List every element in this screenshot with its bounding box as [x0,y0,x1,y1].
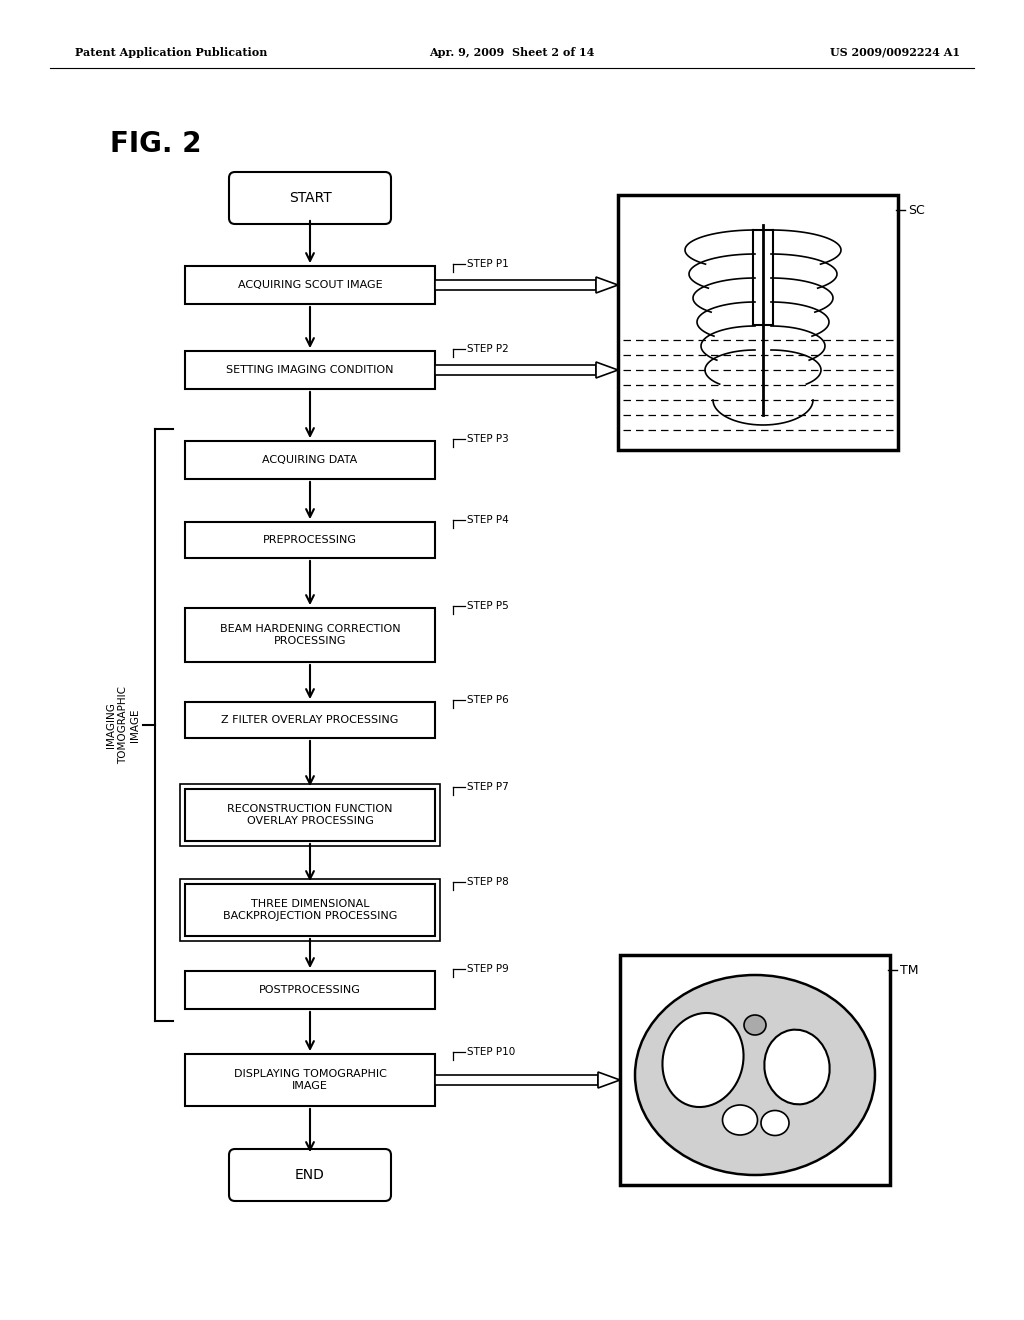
Text: DISPLAYING TOMOGRAPHIC
IMAGE: DISPLAYING TOMOGRAPHIC IMAGE [233,1069,386,1090]
FancyBboxPatch shape [229,1148,391,1201]
Text: BEAM HARDENING CORRECTION
PROCESSING: BEAM HARDENING CORRECTION PROCESSING [220,624,400,645]
Bar [618,195,898,450]
Bar [185,351,435,389]
Polygon shape [596,277,618,293]
Polygon shape [598,1072,620,1088]
Text: STEP P6: STEP P6 [467,696,509,705]
FancyBboxPatch shape [229,172,391,224]
Ellipse shape [744,1015,766,1035]
Text: SC: SC [908,203,925,216]
Text: STEP P8: STEP P8 [467,876,509,887]
Text: ACQUIRING DATA: ACQUIRING DATA [262,455,357,465]
Text: ACQUIRING SCOUT IMAGE: ACQUIRING SCOUT IMAGE [238,280,382,290]
Text: STEP P4: STEP P4 [467,515,509,525]
Bar [435,1074,598,1085]
Ellipse shape [764,1030,829,1105]
Bar [185,789,435,841]
Text: STEP P5: STEP P5 [467,601,509,611]
Text: SETTING IMAGING CONDITION: SETTING IMAGING CONDITION [226,366,394,375]
Text: US 2009/0092224 A1: US 2009/0092224 A1 [830,46,961,58]
Bar [185,972,435,1008]
Bar [435,366,596,375]
Text: RECONSTRUCTION FUNCTION
OVERLAY PROCESSING: RECONSTRUCTION FUNCTION OVERLAY PROCESSI… [227,804,393,826]
Bar [185,884,435,936]
Ellipse shape [635,975,874,1175]
Bar [620,954,890,1185]
Text: STEP P9: STEP P9 [467,964,509,974]
Text: END: END [295,1168,325,1181]
Text: STEP P7: STEP P7 [467,781,509,792]
Bar [435,280,596,290]
Bar [185,441,435,479]
Bar [185,521,435,558]
Text: STEP P10: STEP P10 [467,1047,515,1057]
Text: Patent Application Publication: Patent Application Publication [75,46,267,58]
Ellipse shape [723,1105,758,1135]
Ellipse shape [663,1012,743,1107]
Polygon shape [596,362,618,378]
Bar [180,879,440,941]
Bar [180,784,440,846]
Bar [185,1053,435,1106]
Text: THREE DIMENSIONAL
BACKPROJECTION PROCESSING: THREE DIMENSIONAL BACKPROJECTION PROCESS… [223,899,397,921]
Text: FIG. 2: FIG. 2 [110,129,202,158]
Text: IMAGING
TOMOGRAPHIC
IMAGE: IMAGING TOMOGRAPHIC IMAGE [106,686,139,764]
Text: STEP P2: STEP P2 [467,345,509,354]
Text: PREPROCESSING: PREPROCESSING [263,535,357,545]
Bar [185,267,435,304]
Text: TM: TM [900,964,919,977]
Text: Z FILTER OVERLAY PROCESSING: Z FILTER OVERLAY PROCESSING [221,715,398,725]
Text: STEP P1: STEP P1 [467,259,509,269]
Text: Apr. 9, 2009  Sheet 2 of 14: Apr. 9, 2009 Sheet 2 of 14 [429,46,595,58]
Ellipse shape [761,1110,790,1135]
Text: POSTPROCESSING: POSTPROCESSING [259,985,360,995]
Bar [185,609,435,663]
Bar [185,702,435,738]
Text: START: START [289,191,332,205]
Text: STEP P3: STEP P3 [467,434,509,444]
